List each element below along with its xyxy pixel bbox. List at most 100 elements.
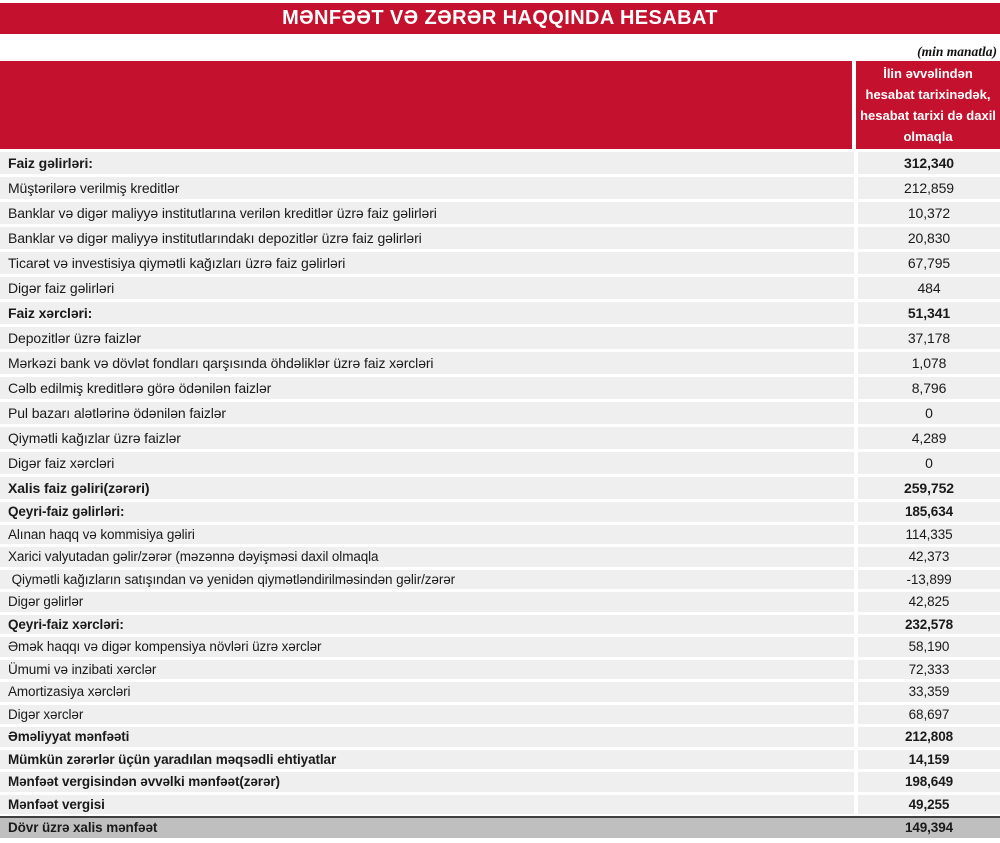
report-title-bar: MƏNFƏƏT VƏ ZƏRƏR HAQQINDA HESABAT (0, 3, 1000, 34)
column-divider (854, 252, 858, 274)
column-divider (854, 202, 858, 224)
row-label: Faiz gəlirləri: (0, 152, 854, 174)
table-row: Cəlb edilmiş kreditlərə görə ödənilən fa… (0, 377, 1000, 399)
row-label: Dövr üzrə xalis mənfəət (0, 818, 854, 838)
row-label: Mənfəət vergisi (0, 794, 854, 814)
row-value: 49,255 (858, 794, 1000, 814)
row-value: 212,808 (858, 727, 1000, 747)
unit-note: (min manatla) (917, 44, 997, 59)
row-label: Banklar və digər maliyyə institutlarında… (0, 227, 854, 249)
row-label: Qeyri-faiz xərcləri: (0, 614, 854, 634)
report-page: MƏNFƏƏT VƏ ZƏRƏR HAQQINDA HESABAT (min m… (0, 3, 1000, 843)
table-row: Mənfəət vergisi 49,255 (0, 794, 1000, 814)
row-label: Ümumi və inzibati xərclər (0, 659, 854, 679)
row-value: 259,752 (858, 477, 1000, 499)
row-label: Digər faiz gəlirləri (0, 277, 854, 299)
table-row: Faiz gəlirləri: 312,340 (0, 152, 1000, 174)
row-value: 42,825 (858, 592, 1000, 612)
row-value: 72,333 (858, 659, 1000, 679)
row-label: Əmək haqqı və digər kompensiya növləri ü… (0, 637, 854, 657)
table-row: Depozitlər üzrə faizlər 37,178 (0, 327, 1000, 349)
row-value: 37,178 (858, 327, 1000, 349)
row-value: 212,859 (858, 177, 1000, 199)
column-divider (854, 637, 858, 657)
row-label: Amortizasiya xərcləri (0, 682, 854, 702)
table-row: Digər faiz xərcləri 0 (0, 452, 1000, 474)
column-divider (854, 749, 858, 769)
table-row: Xarici valyutadan gəlir/zərər (məzənnə d… (0, 547, 1000, 567)
table-row: Banklar və digər maliyyə institutlarında… (0, 227, 1000, 249)
row-value: 14,159 (858, 749, 1000, 769)
column-divider (854, 477, 858, 499)
column-divider (854, 547, 858, 567)
table-row: Ticarət və investisiya qiymətli kağızlar… (0, 252, 1000, 274)
row-label: Mənfəət vergisindən əvvəlki mənfəət(zərə… (0, 772, 854, 792)
row-value: 10,372 (858, 202, 1000, 224)
column-divider (854, 302, 858, 324)
column-divider (854, 682, 858, 702)
page-title: MƏNFƏƏT VƏ ZƏRƏR HAQQINDA HESABAT (282, 7, 718, 29)
column-divider (854, 377, 858, 399)
column-divider (854, 772, 858, 792)
column-divider (854, 277, 858, 299)
row-value: 0 (858, 452, 1000, 474)
row-label: Müştərilərə verilmiş kreditlər (0, 177, 854, 199)
row-value: 149,394 (858, 818, 1000, 838)
row-value: 33,359 (858, 682, 1000, 702)
row-label: Digər gəlirlər (0, 592, 854, 612)
row-label: Xalis faiz gəliri(zərəri) (0, 477, 854, 499)
column-divider (854, 177, 858, 199)
table-row: Digər faiz gəlirləri 484 (0, 277, 1000, 299)
row-label: Digər xərclər (0, 704, 854, 724)
row-value: 484 (858, 277, 1000, 299)
row-value: 42,373 (858, 547, 1000, 567)
column-divider (854, 452, 858, 474)
row-label: Qiymətli kağızların satışından və yenidə… (0, 569, 854, 589)
column-divider (854, 818, 858, 838)
row-value: 232,578 (858, 614, 1000, 634)
column-divider (854, 727, 858, 747)
row-label: Əməliyyat mənfəəti (0, 727, 854, 747)
row-value: 67,795 (858, 252, 1000, 274)
row-value: 68,697 (858, 704, 1000, 724)
table-row: Qiymətli kağızlar üzrə faizlər 4,289 (0, 427, 1000, 449)
row-value: 0 (858, 402, 1000, 424)
table-row: Xalis faiz gəliri(zərəri) 259,752 (0, 477, 1000, 499)
column-divider (854, 614, 858, 634)
table-row: Pul bazarı alətlərinə ödənilən faizlər 0 (0, 402, 1000, 424)
row-label: Faiz xərcləri: (0, 302, 854, 324)
row-label: Mərkəzi bank və dövlət fondları qarşısın… (0, 352, 854, 374)
row-value: 51,341 (858, 302, 1000, 324)
column-divider (854, 502, 858, 522)
table-row: Amortizasiya xərcləri 33,359 (0, 682, 1000, 702)
column-divider (854, 794, 858, 814)
row-value: 312,340 (858, 152, 1000, 174)
column-divider (854, 659, 858, 679)
table-header-row: İlin əvvəlindən hesabat tarixinədək, hes… (0, 61, 1000, 149)
column-divider (852, 61, 856, 149)
row-label: Qeyri-faiz gəlirləri: (0, 502, 854, 522)
column-divider (854, 227, 858, 249)
table-row: Müştərilərə verilmiş kreditlər 212,859 (0, 177, 1000, 199)
row-label: Alınan haqq və kommisiya gəliri (0, 524, 854, 544)
column-divider (854, 352, 858, 374)
row-value: 185,634 (858, 502, 1000, 522)
row-value: -13,899 (858, 569, 1000, 589)
column-divider (854, 592, 858, 612)
row-value: 8,796 (858, 377, 1000, 399)
row-value: 114,335 (858, 524, 1000, 544)
table-row: Mümkün zərərlər üçün yaradılan məqsədli … (0, 749, 1000, 769)
row-label: Cəlb edilmiş kreditlərə görə ödənilən fa… (0, 377, 854, 399)
pnl-table: İlin əvvəlindən hesabat tarixinədək, hes… (0, 61, 1000, 838)
table-row: Əməliyyat mənfəəti 212,808 (0, 727, 1000, 747)
row-value: 20,830 (858, 227, 1000, 249)
row-label: Qiymətli kağızlar üzrə faizlər (0, 427, 854, 449)
row-value: 1,078 (858, 352, 1000, 374)
column-divider (854, 704, 858, 724)
column-divider (854, 427, 858, 449)
table-row: Mərkəzi bank və dövlət fondları qarşısın… (0, 352, 1000, 374)
column-divider (854, 524, 858, 544)
row-label: Xarici valyutadan gəlir/zərər (məzənnə d… (0, 547, 854, 567)
row-label: Banklar və digər maliyyə institutlarına … (0, 202, 854, 224)
table-row: Qeyri-faiz xərcləri: 232,578 (0, 614, 1000, 634)
